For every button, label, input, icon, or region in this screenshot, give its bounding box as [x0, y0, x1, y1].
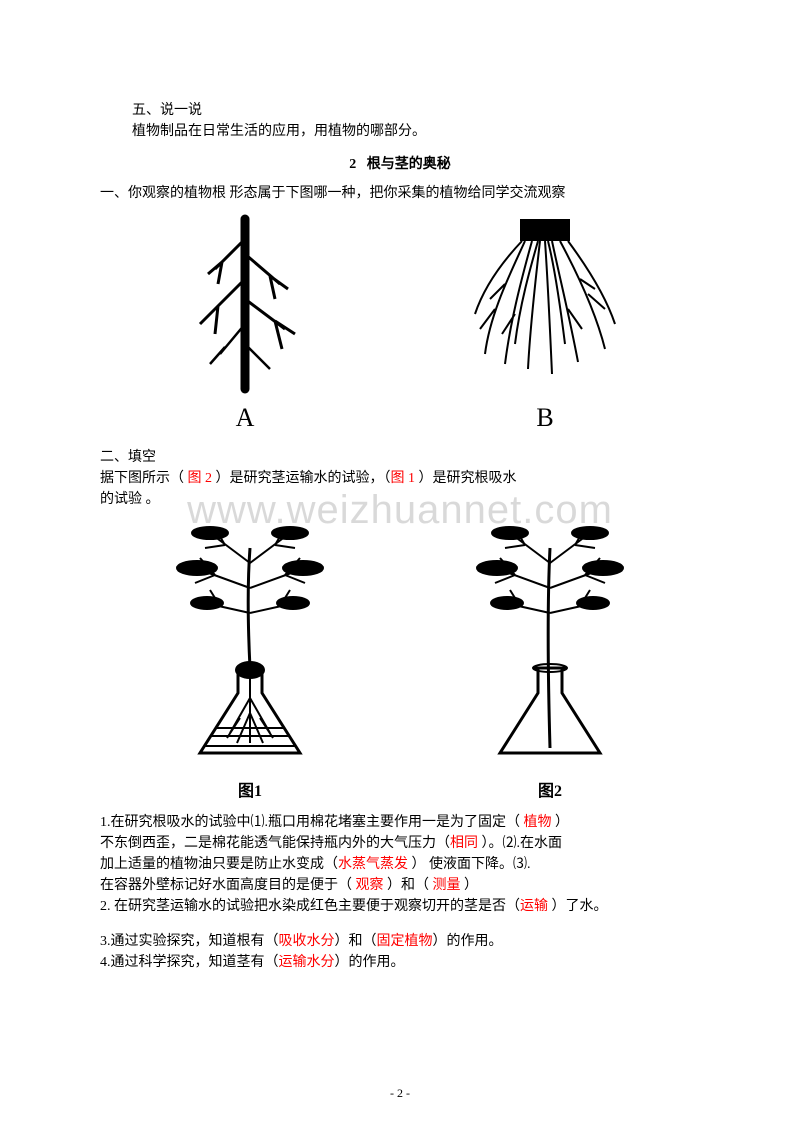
root-label-a: A — [236, 398, 255, 437]
root-image-b-cell: B — [460, 214, 630, 437]
l5ans: 运输 — [520, 899, 548, 914]
root-image-a-cell: A — [170, 214, 320, 437]
l2a: 不东倒西歪，二是棉花能透气能保持瓶内外的大气压力（ — [100, 836, 450, 851]
l2ans: 相同 — [450, 836, 478, 851]
chapter-num: 2 — [349, 157, 356, 172]
q2-mid2: ）是研究根吸水 — [415, 471, 517, 486]
fig1-label: 图1 — [238, 780, 262, 804]
section-5: 五、说一说 植物制品在日常生活的应用，用植物的哪部分。 — [100, 100, 700, 142]
body-l5: 2. 在研究茎运输水的试验把水染成红色主要便于观察切开的茎是否（运输 ）了水。 — [100, 896, 700, 917]
l1a: 1.在研究根吸水的试验中⑴.瓶口用棉花堵塞主要作用一是为了固定（ — [100, 815, 524, 830]
root-images-row: A B — [100, 214, 700, 437]
l1b: ） — [552, 815, 570, 830]
l7a: 4.通过科学探究，知道茎有（ — [100, 955, 279, 970]
body-l2: 不东倒西歪，二是棉花能透气能保持瓶内外的大气压力（相同 ）。⑵.在水面 — [100, 833, 700, 854]
body-l3: 加上适量的植物油只要是防止水变成（水蒸气蒸发 ） 使液面下降。⑶. — [100, 854, 700, 875]
q2-line2: 的试验 。 — [100, 489, 700, 510]
flask-stem-only-icon — [455, 518, 645, 778]
section-5-line: 植物制品在日常生活的应用，用植物的哪部分。 — [132, 121, 700, 142]
chapter-title: 根与茎的奥秘 — [367, 157, 451, 172]
body-l7: 4.通过科学探究，知道茎有（运输水分）的作用。 — [100, 952, 700, 973]
q2-title: 二、填空 — [100, 447, 700, 468]
l4ans1: 观察 — [356, 878, 384, 893]
l6c: ）的作用。 — [433, 934, 503, 949]
l4c: ） — [461, 878, 479, 893]
l1ans: 植物 — [524, 815, 552, 830]
document-body: 五、说一说 植物制品在日常生活的应用，用植物的哪部分。 2 根与茎的奥秘 一、你… — [100, 100, 700, 973]
fig2-label: 图2 — [538, 780, 562, 804]
l6ans2: 固定植物 — [377, 934, 433, 949]
q1-text: 一、你观察的植物根 形态属于下图哪一种，把你采集的植物给同学交流观察 — [100, 183, 700, 204]
q2-ans1: 图 2 — [188, 471, 213, 486]
l6b: ）和（ — [335, 934, 377, 949]
l6ans1: 吸收水分 — [279, 934, 335, 949]
l4ans2: 测量 — [433, 878, 461, 893]
l3a: 加上适量的植物油只要是防止水变成（ — [100, 857, 338, 872]
chapter-heading: 2 根与茎的奥秘 — [100, 154, 700, 175]
body-l4: 在容器外壁标记好水面高度目的是便于（ 观察 ）和（ 测量 ） — [100, 875, 700, 896]
l3ans: 水蒸气蒸发 — [338, 857, 408, 872]
flask-with-roots-icon — [155, 518, 345, 778]
l3b: ） 使液面下降。⑶. — [408, 857, 531, 872]
l4a: 在容器外壁标记好水面高度目的是便于（ — [100, 878, 356, 893]
q2-line1: 据下图所示（ 图 2 ）是研究茎运输水的试验，（图 1 ）是研究根吸水 — [100, 468, 700, 489]
q2-mid1: ）是研究茎运输水的试验，（ — [212, 471, 391, 486]
l5b: ）了水。 — [548, 899, 608, 914]
q2-ans2: 图 1 — [391, 471, 416, 486]
flask-images-row: 图1 — [100, 518, 700, 804]
body-l6: 3.通过实验探究，知道根有（吸收水分）和（固定植物）的作用。 — [100, 931, 700, 952]
flask2-cell: 图2 — [455, 518, 645, 804]
l2b: ）。⑵.在水面 — [478, 836, 562, 851]
l5a: 2. 在研究茎运输水的试验把水染成红色主要便于观察切开的茎是否（ — [100, 899, 520, 914]
root-label-b: B — [536, 398, 553, 437]
l6a: 3.通过实验探究，知道根有（ — [100, 934, 279, 949]
q2-pre: 据下图所示（ — [100, 471, 188, 486]
l7ans: 运输水分 — [279, 955, 335, 970]
body-l1: 1.在研究根吸水的试验中⑴.瓶口用棉花堵塞主要作用一是为了固定（ 植物 ） — [100, 812, 700, 833]
fibrous-root-icon — [460, 214, 630, 394]
l7b: ）的作用。 — [335, 955, 405, 970]
page-number: - 2 - — [0, 1084, 800, 1102]
section-5-title: 五、说一说 — [132, 100, 700, 121]
taproot-icon — [170, 214, 320, 394]
flask1-cell: 图1 — [155, 518, 345, 804]
l4b: ）和（ — [384, 878, 433, 893]
